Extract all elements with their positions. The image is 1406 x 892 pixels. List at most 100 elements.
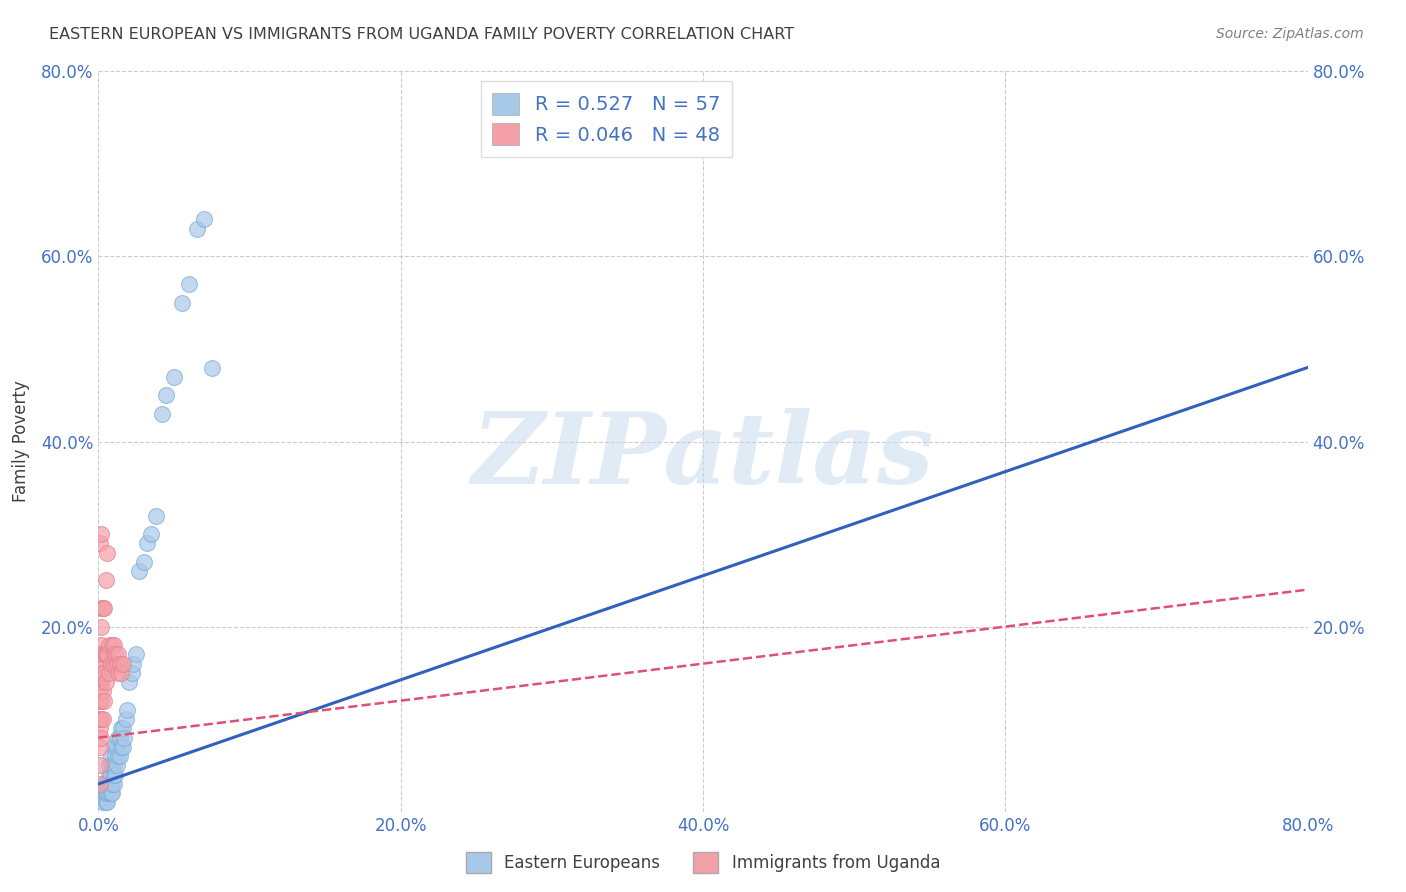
Point	[118, 675, 141, 690]
Point	[89, 758, 111, 772]
Point	[111, 722, 134, 736]
Point	[103, 739, 125, 754]
Point	[110, 665, 132, 680]
Point	[103, 777, 125, 791]
Point	[96, 786, 118, 800]
Y-axis label: Family Poverty: Family Poverty	[11, 381, 30, 502]
Point	[89, 665, 111, 680]
Point	[100, 767, 122, 781]
Point	[101, 777, 124, 791]
Point	[100, 777, 122, 791]
Legend: Eastern Europeans, Immigrants from Uganda: Eastern Europeans, Immigrants from Ugand…	[460, 846, 946, 880]
Point	[93, 777, 115, 791]
Point	[107, 749, 129, 764]
Point	[96, 545, 118, 560]
Point	[103, 767, 125, 781]
Point	[90, 648, 112, 662]
Point	[90, 619, 112, 633]
Point	[108, 731, 131, 745]
Point	[90, 638, 112, 652]
Point	[98, 786, 121, 800]
Point	[94, 796, 117, 810]
Point	[94, 675, 117, 690]
Point	[112, 731, 135, 745]
Point	[89, 722, 111, 736]
Point	[98, 665, 121, 680]
Point	[107, 731, 129, 745]
Legend: R = 0.527   N = 57, R = 0.046   N = 48: R = 0.527 N = 57, R = 0.046 N = 48	[481, 81, 733, 157]
Point	[90, 665, 112, 680]
Point	[105, 657, 128, 671]
Point	[93, 648, 115, 662]
Point	[145, 508, 167, 523]
Point	[91, 796, 114, 810]
Point	[100, 786, 122, 800]
Point	[103, 638, 125, 652]
Point	[105, 758, 128, 772]
Point	[132, 555, 155, 569]
Point	[155, 388, 177, 402]
Point	[101, 758, 124, 772]
Point	[163, 369, 186, 384]
Point	[103, 758, 125, 772]
Point	[193, 212, 215, 227]
Point	[104, 767, 127, 781]
Point	[90, 694, 112, 708]
Point	[115, 703, 138, 717]
Point	[98, 767, 121, 781]
Point	[135, 536, 157, 550]
Point	[90, 527, 112, 541]
Point	[105, 739, 128, 754]
Point	[170, 295, 193, 310]
Point	[110, 722, 132, 736]
Point	[91, 684, 114, 698]
Point	[93, 665, 115, 680]
Point	[201, 360, 224, 375]
Point	[91, 657, 114, 671]
Point	[90, 712, 112, 726]
Point	[89, 712, 111, 726]
Point	[89, 675, 111, 690]
Point	[107, 665, 129, 680]
Point	[91, 712, 114, 726]
Point	[89, 777, 111, 791]
Point	[108, 657, 131, 671]
Point	[89, 536, 111, 550]
Point	[114, 712, 136, 726]
Text: Source: ZipAtlas.com: Source: ZipAtlas.com	[1216, 27, 1364, 41]
Point	[101, 786, 124, 800]
Point	[100, 657, 122, 671]
Point	[98, 638, 121, 652]
Point	[103, 657, 125, 671]
Point	[141, 527, 163, 541]
Point	[122, 657, 145, 671]
Point	[96, 777, 118, 791]
Point	[111, 657, 134, 671]
Point	[89, 739, 111, 754]
Point	[104, 648, 127, 662]
Point	[111, 739, 134, 754]
Point	[90, 731, 112, 745]
Point	[89, 694, 111, 708]
Point	[94, 648, 117, 662]
Point	[89, 684, 111, 698]
Point	[93, 786, 115, 800]
Point	[90, 601, 112, 615]
Point	[101, 638, 124, 652]
Point	[98, 777, 121, 791]
Point	[91, 601, 114, 615]
Point	[121, 665, 143, 680]
Point	[179, 277, 201, 292]
Point	[93, 694, 115, 708]
Point	[93, 601, 115, 615]
Point	[96, 648, 118, 662]
Point	[96, 796, 118, 810]
Text: EASTERN EUROPEAN VS IMMIGRANTS FROM UGANDA FAMILY POVERTY CORRELATION CHART: EASTERN EUROPEAN VS IMMIGRANTS FROM UGAN…	[49, 27, 794, 42]
Point	[90, 786, 112, 800]
Point	[89, 648, 111, 662]
Point	[107, 648, 129, 662]
Point	[125, 648, 148, 662]
Point	[94, 574, 117, 588]
Point	[94, 777, 117, 791]
Point	[108, 749, 131, 764]
